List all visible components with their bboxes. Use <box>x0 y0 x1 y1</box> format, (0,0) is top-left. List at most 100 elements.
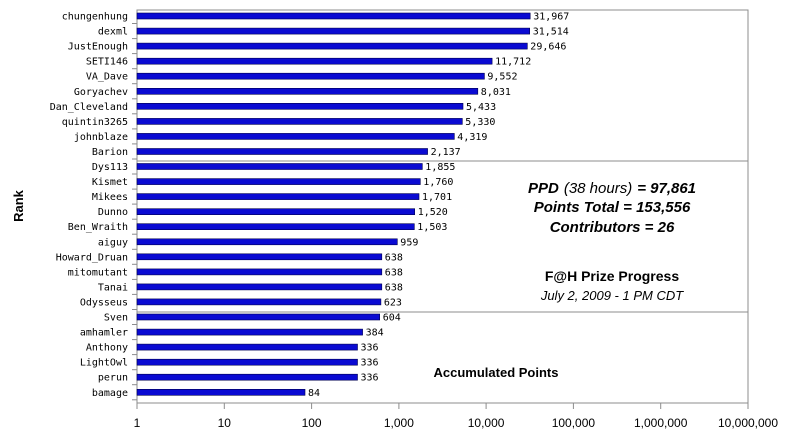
bar <box>136 373 358 381</box>
category-label: Dunno <box>98 207 128 218</box>
x-tick-label: 10,000 <box>468 416 505 430</box>
bar <box>136 298 382 306</box>
category-label: Howard_Druan <box>56 252 128 263</box>
data-label: 336 <box>361 373 379 384</box>
contributors-annotation: Contributors = 26 <box>550 219 675 236</box>
bar <box>136 103 464 110</box>
category-label: Anthony <box>86 343 128 354</box>
category-label: Dys113 <box>92 162 128 173</box>
category-label: SETI146 <box>86 57 128 68</box>
category-label: Tanai <box>98 282 128 293</box>
bar <box>136 72 485 80</box>
points-total-annotation: Points Total = 153,556 <box>534 199 691 216</box>
data-label: 2,137 <box>431 147 461 158</box>
bar <box>136 208 416 215</box>
data-label: 638 <box>385 282 403 293</box>
data-label: 336 <box>361 358 379 369</box>
bar <box>136 313 380 321</box>
bar <box>136 358 358 366</box>
category-label: amhamler <box>80 328 128 339</box>
data-label: 4,319 <box>457 132 487 143</box>
category-label: chungenhung <box>62 12 128 23</box>
bar <box>136 133 455 140</box>
x-axis-ticks: 1 10 100 1,000 10,000 100,000 1,000,000 10,000,… <box>134 403 778 430</box>
data-label: 336 <box>361 343 379 354</box>
category-label: Sven <box>104 313 128 324</box>
bar <box>136 223 415 230</box>
data-label: 29,646 <box>530 42 566 53</box>
category-label: mitomutant <box>68 267 128 278</box>
bar <box>136 388 306 396</box>
x-tick-label: 1 <box>134 416 141 430</box>
category-label: VA_Dave <box>86 72 128 83</box>
data-label: 1,701 <box>422 192 452 203</box>
bars-group <box>136 12 531 396</box>
prize-title: F@H Prize Progress <box>545 268 679 284</box>
category-label: Ben_Wraith <box>68 222 128 233</box>
category-label: dexml <box>98 27 128 38</box>
data-label: 1,520 <box>418 207 448 218</box>
ppd-hours: (38 hours) <box>564 180 632 197</box>
category-label: Mikees <box>92 192 128 203</box>
bar <box>136 283 383 291</box>
data-label: 638 <box>385 252 403 263</box>
bar <box>136 268 383 276</box>
bar <box>136 163 423 170</box>
bar <box>136 88 479 95</box>
prize-date: July 2, 2009 - 1 PM CDT <box>540 288 684 303</box>
x-axis-label: Accumulated Points <box>434 365 559 380</box>
data-label: 31,514 <box>533 27 569 38</box>
data-label: 11,712 <box>495 57 531 68</box>
category-label: perun <box>98 373 128 384</box>
bar <box>136 178 421 185</box>
category-labels: chungenhung dexml JustEnough SETI146 VA_Dave… <box>50 12 137 401</box>
bar <box>136 27 531 35</box>
data-label: 623 <box>384 297 402 308</box>
bar <box>136 148 428 155</box>
x-tick-label: 10,000,000 <box>718 416 778 430</box>
x-tick-label: 100 <box>302 416 322 430</box>
data-label: 384 <box>366 328 384 339</box>
category-label: Barion <box>92 147 128 158</box>
category-label: Kismet <box>92 177 128 188</box>
category-label: Dan_Cleveland <box>50 102 128 113</box>
data-label: 638 <box>385 267 403 278</box>
ppd-value: = 97,861 <box>637 180 696 197</box>
bar <box>136 238 398 246</box>
bar <box>136 193 420 200</box>
data-label: 1,760 <box>423 177 453 188</box>
bar <box>136 118 463 125</box>
bar <box>136 57 493 65</box>
category-label: JustEnough <box>68 42 128 53</box>
category-label: Odysseus <box>80 297 128 308</box>
data-label: 31,967 <box>533 12 569 23</box>
x-tick-label: 1,000 <box>384 416 414 430</box>
bar <box>136 42 528 50</box>
x-tick-label: 100,000 <box>552 416 596 430</box>
ppd-label: PPD <box>528 180 559 197</box>
ppd-annotation: PPD (38 hours) = 97,861 <box>528 180 696 197</box>
category-label: Goryachev <box>74 87 128 98</box>
data-label: 5,433 <box>466 102 496 113</box>
category-label: bamage <box>92 388 128 399</box>
x-tick-label: 10 <box>218 416 232 430</box>
bar <box>136 253 383 261</box>
data-label: 1,855 <box>425 162 455 173</box>
x-tick-label: 1,000,000 <box>634 416 688 430</box>
data-label: 84 <box>308 388 320 399</box>
y-axis-label: Rank <box>11 189 26 222</box>
data-label: 9,552 <box>487 72 517 83</box>
category-label: johnblaze <box>74 132 128 143</box>
data-label: 604 <box>383 313 401 324</box>
category-label: aiguy <box>98 237 128 248</box>
bar <box>136 343 358 351</box>
category-label: LightOwl <box>80 358 128 369</box>
bar <box>136 12 531 20</box>
data-label: 5,330 <box>465 117 495 128</box>
data-label: 8,031 <box>481 87 511 98</box>
data-label: 1,503 <box>417 222 447 233</box>
category-label: quintin3265 <box>62 117 128 128</box>
value-labels: 31,967 31,514 29,646 11,712 9,552 8,031 5,433 5… <box>308 12 569 399</box>
data-label: 959 <box>400 237 418 248</box>
